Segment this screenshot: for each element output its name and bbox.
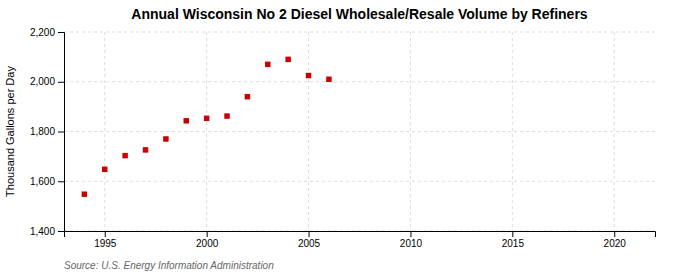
y-tick-mark (58, 231, 64, 232)
grid-line-x (614, 32, 615, 231)
grid-line-x (308, 32, 309, 231)
x-tick-mark (309, 231, 310, 237)
x-tick-mark (105, 231, 106, 237)
y-tick-label: 2,000 (30, 76, 55, 87)
x-tick-mark (207, 231, 208, 237)
title: Annual Wisconsin No 2 Diesel Wholesale/R… (131, 6, 588, 22)
x-tick: 1995 (94, 231, 117, 249)
y-axis-title: Thousand Gallons per Day (4, 66, 16, 197)
point (224, 113, 229, 118)
x-tick-label: 2000 (196, 238, 219, 249)
chart-container: 1995 2000 2005 2010 2015 2020 1,400 1,600 1,800 2… (0, 0, 675, 275)
grid-line-y (64, 131, 655, 132)
x-tick: 2005 (298, 231, 321, 249)
grid-line-x (104, 32, 105, 231)
x-axis-line (65, 232, 656, 238)
y-tick-label: 1,400 (30, 226, 55, 237)
point (285, 57, 290, 62)
grid-line-y (64, 181, 655, 182)
source-note: Source: U.S. Energy Information Administ… (64, 260, 274, 271)
x-tick: 2010 (400, 231, 423, 249)
chart-svg: 1995 2000 2005 2010 2015 2020 1,400 1,600 1,800 2… (0, 0, 675, 275)
points (82, 57, 332, 197)
x-tick-mark (410, 231, 411, 237)
point (326, 77, 331, 82)
y-tick-mark (58, 82, 64, 83)
x-tick-label: 1995 (94, 238, 117, 249)
grid-line-x (512, 32, 513, 231)
x-axis: 1995 2000 2005 2010 2015 2020 (65, 231, 656, 249)
y-tick-mark (58, 32, 64, 33)
x-tick-label: 2020 (604, 238, 627, 249)
grid-line-y (64, 32, 655, 33)
grid-line-x (206, 32, 207, 231)
x-tick-label: 2005 (298, 238, 321, 249)
x-tick-label: 2010 (400, 238, 423, 249)
y-tick-mark (58, 181, 64, 182)
y-tick: 1,400 (30, 226, 64, 237)
point (82, 191, 87, 196)
y-tick-label: 1,600 (30, 176, 55, 187)
point (265, 62, 270, 67)
y-tick-label: 1,800 (30, 126, 55, 137)
x-tick-mark (614, 231, 615, 237)
point (306, 73, 311, 78)
y-tick: 1,800 (30, 126, 64, 137)
x-tick: 2020 (604, 231, 627, 249)
point (204, 116, 209, 121)
grid (64, 32, 655, 231)
x-tick-label: 2015 (502, 238, 525, 249)
point (143, 147, 148, 152)
point (122, 153, 127, 158)
grid-line-x (410, 32, 411, 231)
y-axis: 1,400 1,600 1,800 2,000 2,200 (30, 27, 65, 237)
y-tick: 2,000 (30, 76, 64, 87)
y-tick: 2,200 (30, 27, 64, 38)
point (245, 94, 250, 99)
point (163, 136, 168, 141)
x-tick: 2000 (196, 231, 219, 249)
y-tick: 1,600 (30, 176, 64, 187)
y-tick-mark (58, 132, 64, 133)
x-tick: 2015 (502, 231, 525, 249)
plot-area: 1995 2000 2005 2010 2015 2020 1,400 1,600 1,800 2… (30, 27, 656, 249)
y-tick-label: 2,200 (30, 27, 55, 38)
point (102, 167, 107, 172)
y-axis-line (58, 33, 65, 232)
grid-line-y (64, 81, 655, 82)
x-tick-mark (512, 231, 513, 237)
point (184, 118, 189, 123)
